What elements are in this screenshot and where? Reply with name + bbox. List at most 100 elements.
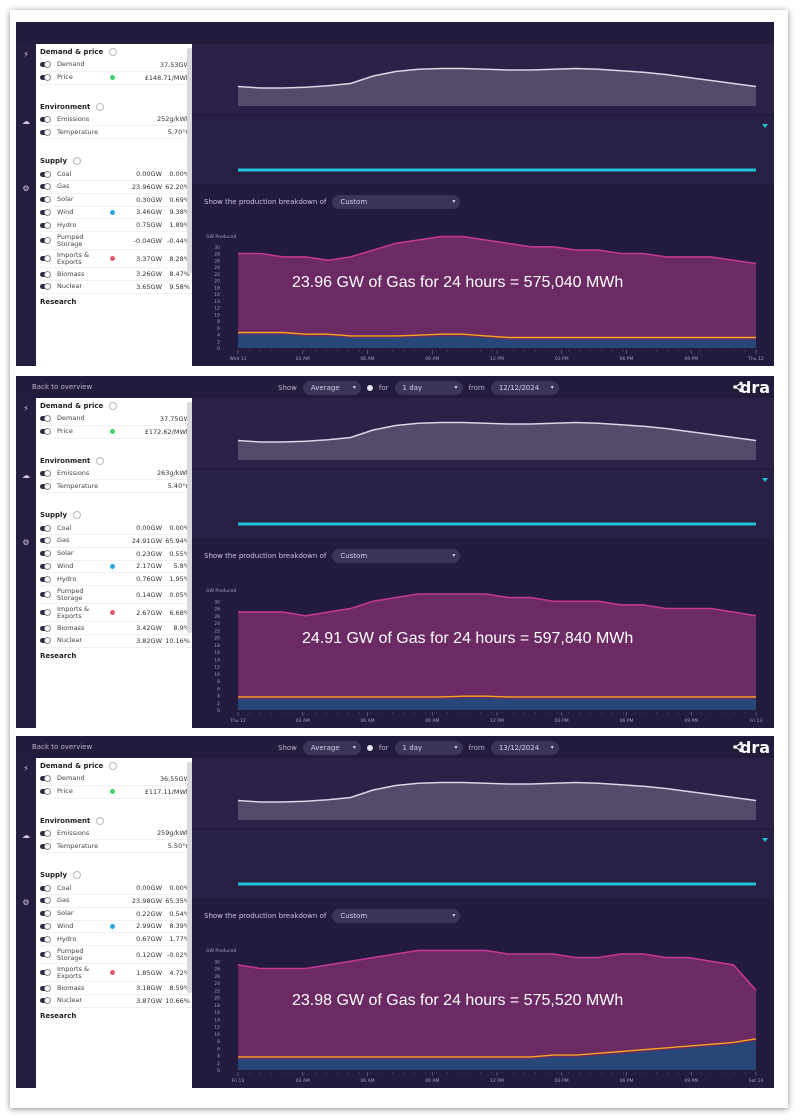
info-icon[interactable] — [109, 762, 118, 770]
supply-row-wind[interactable]: Wind 2.99GW 8.39% — [40, 921, 192, 934]
row-demand[interactable]: Demand 37.75GW — [40, 413, 192, 426]
row-demand[interactable]: Demand 36.55GW — [40, 773, 192, 786]
supply-icon[interactable]: ⚙ — [22, 898, 30, 907]
supply-row-wind[interactable]: Wind 3.46GW 9.38% — [40, 207, 192, 220]
supply-row-pumped-storage[interactable]: Pumped Storage 0.12GW -0.02% — [40, 946, 192, 965]
row-temperature[interactable]: Temperature 5.40°C — [40, 480, 192, 494]
toggle-switch[interactable] — [40, 469, 51, 477]
supply-row-coal[interactable]: Coal 0.00GW 0.00% — [40, 522, 192, 535]
section-research[interactable]: Research — [40, 1011, 77, 1020]
toggle-switch[interactable] — [40, 61, 51, 69]
info-icon[interactable] — [96, 816, 105, 825]
info-icon[interactable] — [73, 157, 82, 166]
toggle-switch[interactable] — [40, 196, 51, 204]
share-icon[interactable] — [732, 741, 744, 755]
toggle-switch[interactable] — [40, 897, 51, 905]
power-icon[interactable]: ⚡ — [23, 50, 29, 59]
breakdown-select[interactable]: Custom ▾ — [332, 549, 461, 563]
toggle-switch[interactable] — [40, 910, 51, 918]
toggle-switch[interactable] — [40, 637, 51, 645]
supply-row-gas[interactable]: Gas 24.91GW 65.94% — [40, 535, 192, 548]
toggle-switch[interactable] — [40, 74, 51, 82]
date-picker[interactable]: 12/12/2024 ▾ — [490, 381, 559, 395]
supply-row-imports-exports[interactable]: Imports & Exports 2.67GW 6.68% — [40, 604, 192, 623]
toggle-switch[interactable] — [40, 775, 51, 783]
toggle-switch[interactable] — [40, 270, 51, 278]
toggle-switch[interactable] — [40, 283, 51, 291]
toggle-switch[interactable] — [40, 255, 51, 263]
toggle-switch[interactable] — [40, 415, 51, 423]
toggle-switch[interactable] — [40, 788, 51, 796]
supply-icon[interactable]: ⚙ — [22, 538, 30, 547]
environment-icon[interactable]: ☁ — [22, 117, 30, 126]
supply-row-hydro[interactable]: Hydro 0.76GW 1.95% — [40, 573, 192, 587]
supply-row-hydro[interactable]: Hydro 0.75GW 1.89% — [40, 219, 192, 233]
sidebar-scrollbar[interactable] — [187, 48, 192, 274]
supply-row-biomass[interactable]: Biomass 3.26GW 8.47% — [40, 268, 192, 281]
supply-row-nuclear[interactable]: Nuclear 3.65GW 9.58% — [40, 281, 192, 294]
supply-row-solar[interactable]: Solar 0.22GW 0.54% — [40, 908, 192, 921]
toggle-switch[interactable] — [40, 208, 51, 216]
toggle-switch[interactable] — [40, 842, 51, 850]
supply-row-imports-exports[interactable]: Imports & Exports 1.85GW 4.72% — [40, 964, 192, 983]
row-price[interactable]: Price £148.71/MWh — [40, 72, 192, 85]
row-emissions[interactable]: Emissions 252g/kWh — [40, 114, 192, 127]
toggle-switch[interactable] — [40, 984, 51, 992]
section-research[interactable]: Research — [40, 651, 77, 660]
toggle-switch[interactable] — [40, 575, 51, 583]
toggle-switch[interactable] — [40, 922, 51, 930]
info-icon[interactable] — [73, 871, 82, 880]
toggle-switch[interactable] — [40, 537, 51, 545]
supply-row-solar[interactable]: Solar 0.30GW 0.69% — [40, 194, 192, 207]
supply-row-wind[interactable]: Wind 2.17GW 5.8% — [40, 561, 192, 574]
info-icon[interactable] — [109, 48, 118, 56]
toggle-switch[interactable] — [40, 951, 51, 959]
toggle-switch[interactable] — [40, 221, 51, 229]
power-icon[interactable]: ⚡ — [23, 764, 29, 773]
toggle-switch[interactable] — [40, 128, 51, 136]
supply-row-biomass[interactable]: Biomass 3.18GW 8.59% — [40, 982, 192, 995]
row-price[interactable]: Price £172.62/MWh — [40, 426, 192, 439]
toggle-switch[interactable] — [40, 183, 51, 191]
supply-row-biomass[interactable]: Biomass 3.42GW 8.9% — [40, 622, 192, 635]
row-temperature[interactable]: Temperature 5.70°C — [40, 126, 192, 140]
supply-row-solar[interactable]: Solar 0.23GW 0.55% — [40, 548, 192, 561]
toggle-switch[interactable] — [40, 609, 51, 617]
toggle-switch[interactable] — [40, 997, 51, 1005]
supply-row-nuclear[interactable]: Nuclear 3.87GW 10.66% — [40, 995, 192, 1008]
section-research[interactable]: Research — [40, 297, 77, 306]
show-select[interactable]: Average ▾ — [302, 381, 361, 395]
date-picker[interactable]: 13/12/2024 ▾ — [490, 741, 559, 755]
toggle-switch[interactable] — [40, 935, 51, 943]
sidebar-scrollbar[interactable] — [187, 402, 192, 633]
radio-icon[interactable] — [366, 385, 373, 391]
toggle-switch[interactable] — [40, 829, 51, 837]
toggle-switch[interactable] — [40, 562, 51, 570]
radio-icon[interactable] — [366, 745, 373, 751]
share-icon[interactable] — [732, 381, 744, 395]
toggle-switch[interactable] — [40, 170, 51, 178]
toggle-switch[interactable] — [40, 884, 51, 892]
toggle-switch[interactable] — [40, 591, 51, 599]
toggle-switch[interactable] — [40, 624, 51, 632]
breakdown-select[interactable]: Custom ▾ — [332, 909, 461, 923]
back-to-overview-link[interactable]: Back to overview — [32, 743, 93, 751]
supply-icon[interactable]: ⚙ — [22, 184, 30, 193]
supply-row-imports-exports[interactable]: Imports & Exports 3.37GW 8.28% — [40, 250, 192, 269]
info-icon[interactable] — [73, 511, 82, 520]
sidebar-scrollbar[interactable] — [187, 762, 192, 993]
breakdown-select[interactable]: Custom ▾ — [332, 195, 461, 209]
supply-row-pumped-storage[interactable]: Pumped Storage -0.04GW -0.44% — [40, 232, 192, 251]
period-select[interactable]: 1 day ▾ — [394, 381, 463, 395]
period-select[interactable]: 1 day ▾ — [394, 741, 463, 755]
info-icon[interactable] — [96, 456, 105, 465]
row-demand[interactable]: Demand 37.53GW — [40, 59, 192, 72]
row-temperature[interactable]: Temperature 5.50°C — [40, 840, 192, 854]
supply-row-hydro[interactable]: Hydro 0.67GW 1.77% — [40, 933, 192, 947]
back-to-overview-link[interactable]: Back to overview — [32, 383, 93, 391]
show-select[interactable]: Average ▾ — [302, 741, 361, 755]
supply-row-nuclear[interactable]: Nuclear 3.82GW 10.16% — [40, 635, 192, 648]
toggle-switch[interactable] — [40, 524, 51, 532]
toggle-switch[interactable] — [40, 428, 51, 436]
supply-row-gas[interactable]: Gas 23.96GW 62.20% — [40, 181, 192, 194]
